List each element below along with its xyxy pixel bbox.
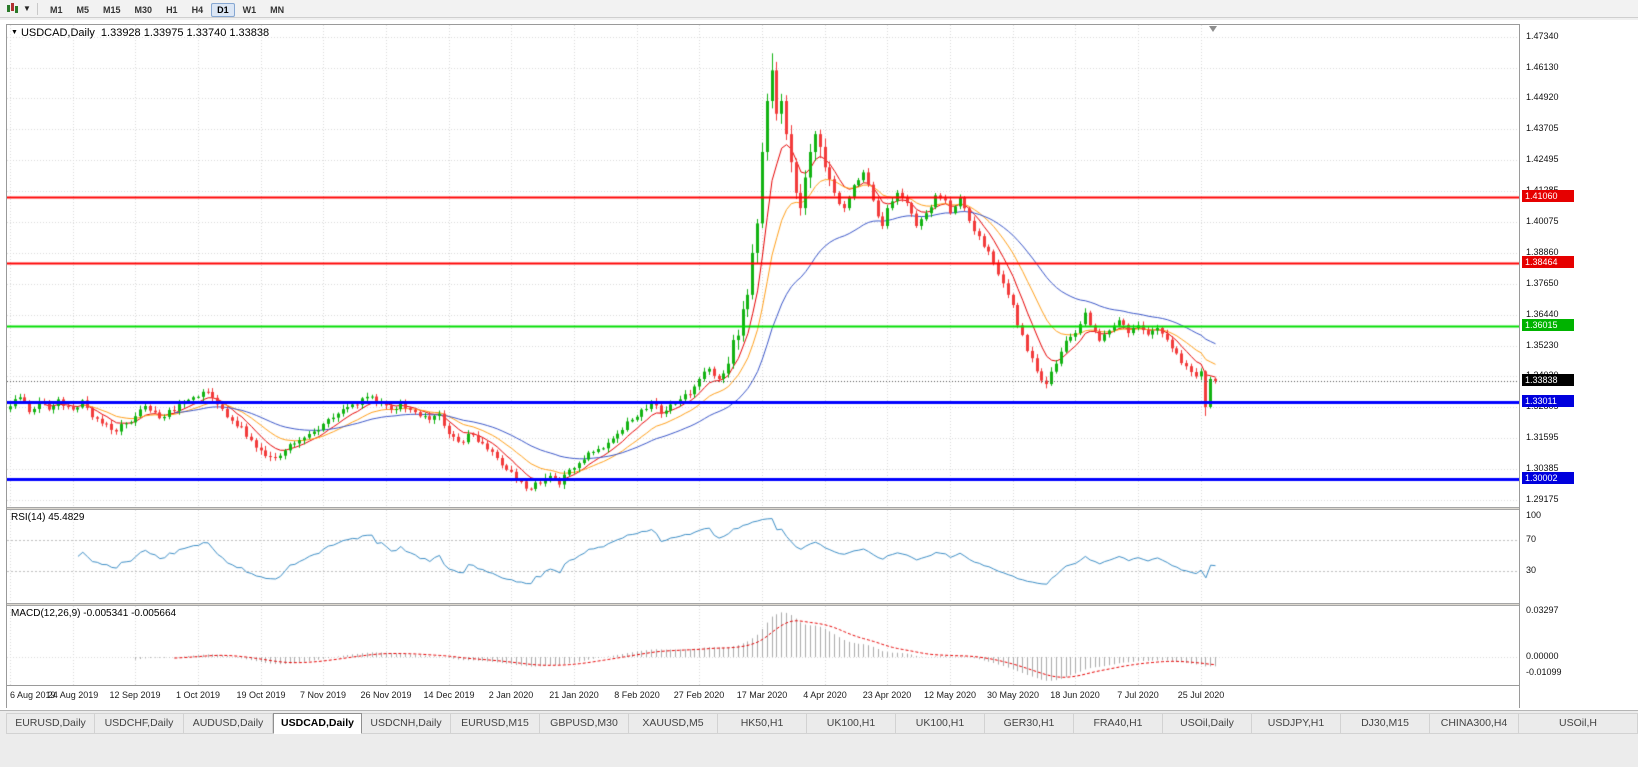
x-axis-label: 26 Nov 2019 — [360, 690, 412, 700]
chart-tab-usdcad-daily[interactable]: USDCAD,Daily — [273, 713, 362, 734]
panel-splitter[interactable] — [7, 603, 1519, 606]
chart-tab-usdcnh-daily[interactable]: USDCNH,Daily — [362, 713, 451, 734]
chart-tab-fra40-h1[interactable]: FRA40,H1 — [1074, 713, 1163, 734]
price-chart-canvas[interactable] — [7, 25, 1519, 507]
chart-tab-xauusd-m5[interactable]: XAUUSD,M5 — [629, 713, 718, 734]
price-axis[interactable]: 1.473401.461301.449201.437051.424951.412… — [1521, 24, 1638, 708]
macd-axis-label: -0.01099 — [1526, 667, 1562, 677]
y-axis-tick: 1.42495 — [1526, 154, 1559, 164]
macd-panel-canvas[interactable] — [7, 606, 1519, 685]
y-axis-tick: 1.47340 — [1526, 31, 1559, 41]
chart-tab-usoil-h[interactable]: USOil,H — [1519, 713, 1638, 734]
x-axis-label: 14 Dec 2019 — [423, 690, 475, 700]
rsi-axis-label: 70 — [1526, 534, 1537, 544]
y-axis-tick: 1.30385 — [1526, 463, 1559, 473]
chevron-down-icon[interactable]: ▼ — [23, 4, 31, 13]
candlestick-glyph — [6, 3, 19, 14]
y-axis-tick: 1.38860 — [1526, 247, 1559, 257]
chart-tab-usdjpy-h1[interactable]: USDJPY,H1 — [1252, 713, 1341, 734]
chart-tab-hk50-h1[interactable]: HK50,H1 — [718, 713, 807, 734]
y-axis-tick: 1.37650 — [1526, 278, 1559, 288]
x-axis-label: 4 Apr 2020 — [803, 690, 847, 700]
x-axis-label: 7 Jul 2020 — [1117, 690, 1159, 700]
x-axis-label: 30 May 2020 — [986, 690, 1040, 700]
chart-tab-china300-h4[interactable]: CHINA300,H4 — [1430, 713, 1519, 734]
x-axis-label: 25 Jul 2020 — [1177, 690, 1225, 700]
chart-tab-ger30-h1[interactable]: GER30,H1 — [985, 713, 1074, 734]
y-axis-tick: 1.29175 — [1526, 494, 1559, 504]
y-axis-tick: 1.35230 — [1526, 340, 1559, 350]
chart-tab-bar: EURUSD,Daily USDCHF,Daily AUDUSD,Daily USDC… — [0, 710, 1638, 767]
chart-tab-dj30-m15[interactable]: DJ30,M15 — [1341, 713, 1430, 734]
rsi-axis-label: 100 — [1526, 510, 1542, 520]
chart-ohlc-values: 1.33928 1.33975 1.33740 1.33838 — [100, 27, 270, 39]
timeframe-button-m1[interactable]: M1 — [50, 4, 63, 15]
timeframe-button-h1[interactable]: H1 — [166, 4, 178, 15]
timeframe-toolbar: ▼ M1 M5 M15 M30 H1 H4 D1 W1 MN — [0, 0, 1638, 18]
toolbar-separator — [37, 2, 38, 15]
timeframe-button-w1[interactable]: W1 — [242, 4, 257, 15]
x-axis-label: 8 Feb 2020 — [614, 690, 660, 700]
x-axis-label: 12 Sep 2019 — [109, 690, 161, 700]
chart-tab-audusd-daily[interactable]: AUDUSD,Daily — [184, 713, 273, 734]
chart-window: ▼ USDCAD,Daily 1.33928 1.33975 1.33740 1.3… — [0, 20, 1638, 710]
y-axis-tick: 1.40075 — [1526, 216, 1559, 226]
x-axis-label: 6 Aug 2019 — [10, 690, 56, 700]
chart-tab-gbpusd-m30[interactable]: GBPUSD,M30 — [540, 713, 629, 734]
one-click-trading-icon[interactable]: ▼ — [11, 29, 18, 36]
x-axis-label: 2 Jan 2020 — [488, 690, 534, 700]
x-axis-label: 23 Apr 2020 — [862, 690, 912, 700]
timeframe-button-m15[interactable]: M15 — [103, 4, 121, 15]
timeframe-button-mn[interactable]: MN — [270, 4, 285, 15]
y-axis-tick: 1.46130 — [1526, 62, 1559, 72]
price-badge: 1.36015 — [1522, 319, 1574, 331]
y-axis-tick: 1.44920 — [1526, 92, 1559, 102]
panel-splitter[interactable] — [7, 507, 1519, 510]
chart-title: ▼ USDCAD,Daily 1.33928 1.33975 1.33740 1.3… — [11, 27, 269, 39]
chart-tab-usoil-daily[interactable]: USOil,Daily — [1163, 713, 1252, 734]
rsi-panel-canvas[interactable] — [7, 510, 1519, 603]
macd-axis-label: 0.00000 — [1526, 651, 1559, 661]
chart-tab-eurusd-daily[interactable]: EURUSD,Daily — [6, 713, 95, 734]
chart-plot-area: ▼ USDCAD,Daily 1.33928 1.33975 1.33740 1.3… — [6, 24, 1520, 708]
timeframe-button-d1[interactable]: D1 — [211, 2, 235, 17]
y-axis-tick: 1.36440 — [1526, 309, 1559, 319]
x-axis-label: 17 Mar 2020 — [736, 690, 788, 700]
x-axis-label: 27 Feb 2020 — [673, 690, 725, 700]
chart-shift-marker-icon[interactable] — [1209, 26, 1217, 32]
x-axis-label: 1 Oct 2019 — [175, 690, 221, 700]
chart-tab-uk100-h1[interactable]: UK100,H1 — [896, 713, 985, 734]
timeframe-button-h4[interactable]: H4 — [191, 4, 204, 15]
timeframe-button-m30[interactable]: M30 — [134, 4, 153, 15]
x-axis-label: 12 May 2020 — [923, 690, 977, 700]
timeframe-button-m5[interactable]: M5 — [76, 4, 90, 15]
chart-tab-eurusd-m15[interactable]: EURUSD,M15 — [451, 713, 540, 734]
y-axis-tick: 1.43705 — [1526, 123, 1559, 133]
price-badge: 1.41060 — [1522, 190, 1574, 202]
x-axis-label: 7 Nov 2019 — [299, 690, 347, 700]
price-badge: 1.33838 — [1522, 374, 1574, 386]
price-badge: 1.33011 — [1522, 395, 1574, 407]
x-axis-label: 24 Aug 2019 — [47, 690, 99, 700]
macd-label: MACD(12,26,9) -0.005341 -0.005664 — [11, 608, 177, 619]
x-axis-label: 19 Oct 2019 — [236, 690, 286, 700]
candlestick-chart-icon[interactable] — [3, 1, 21, 16]
x-axis-label: 18 Jun 2020 — [1050, 690, 1100, 700]
rsi-axis-label: 30 — [1526, 565, 1537, 575]
timeframe-buttons: M1 M5 M15 M30 H1 H4 D1 W1 MN — [43, 0, 291, 18]
macd-axis-label: 0.03297 — [1526, 605, 1559, 615]
rsi-label: RSI(14) 45.4829 — [11, 512, 85, 523]
price-badge: 1.38464 — [1522, 256, 1574, 268]
chart-tabs: EURUSD,Daily USDCHF,Daily AUDUSD,Daily USDC… — [6, 713, 1638, 734]
price-badge: 1.30002 — [1522, 472, 1574, 484]
chart-symbol-period: USDCAD,Daily — [20, 27, 95, 39]
y-axis-tick: 1.31595 — [1526, 432, 1559, 442]
chart-tab-uk100-h1[interactable]: UK100,H1 — [807, 713, 896, 734]
x-axis-label: 21 Jan 2020 — [549, 690, 599, 700]
time-axis[interactable]: 6 Aug 2019 24 Aug 2019 12 Sep 2019 1 Oct 20… — [7, 685, 1519, 708]
chart-tab-usdchf-daily[interactable]: USDCHF,Daily — [95, 713, 184, 734]
